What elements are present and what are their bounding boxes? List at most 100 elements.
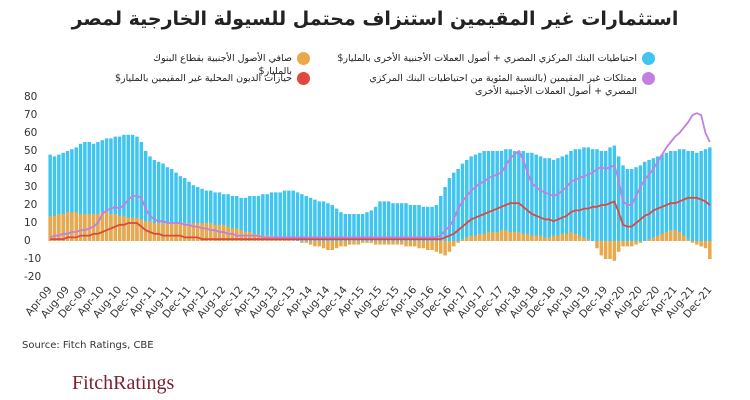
bar	[599, 241, 604, 256]
bar	[278, 192, 282, 241]
bar	[139, 142, 144, 241]
bar	[447, 241, 452, 252]
bar	[161, 163, 165, 241]
bar	[577, 235, 582, 241]
bar	[122, 134, 126, 241]
bar	[673, 230, 677, 241]
bar	[547, 158, 551, 241]
bar	[573, 149, 578, 241]
bar	[564, 233, 569, 241]
bar	[321, 201, 326, 241]
bar	[677, 232, 682, 241]
bar	[556, 235, 560, 241]
bar	[52, 215, 57, 241]
bar	[543, 237, 547, 241]
bar	[456, 241, 460, 243]
bar	[261, 194, 265, 241]
bar	[204, 190, 209, 241]
bar	[625, 241, 630, 247]
bar	[287, 190, 291, 241]
legend-swatch	[297, 52, 310, 65]
bar	[65, 212, 70, 241]
bar	[369, 210, 374, 241]
y-tick-label: 60	[24, 127, 37, 139]
y-tick-label: 50	[24, 145, 37, 157]
bar	[525, 233, 530, 241]
bar	[330, 241, 334, 250]
bar	[200, 223, 204, 241]
bar	[48, 215, 52, 241]
bar	[386, 201, 391, 241]
y-tick-label: 10	[24, 217, 37, 229]
bar	[595, 241, 599, 249]
bar	[608, 241, 612, 259]
bar	[91, 143, 96, 241]
bar	[143, 151, 148, 241]
bar	[83, 214, 87, 241]
bar	[521, 151, 525, 241]
y-tick-label: -20	[24, 271, 41, 283]
bar	[395, 203, 400, 241]
bar	[382, 241, 387, 245]
bar	[178, 176, 183, 241]
logo: FitchRatings	[72, 372, 175, 394]
line	[50, 196, 711, 241]
bar	[391, 241, 395, 245]
bar	[104, 138, 109, 241]
legend-swatch	[297, 72, 310, 85]
bar	[235, 196, 239, 241]
bar	[117, 136, 122, 241]
bar	[590, 149, 595, 241]
chart: 80706050403020100-10-20Apr-09Aug-09Dec-0…	[23, 91, 714, 321]
bar	[399, 241, 404, 245]
bar	[313, 241, 317, 247]
bar	[482, 233, 486, 241]
bar	[191, 185, 196, 241]
bar	[603, 151, 608, 241]
bar	[135, 217, 139, 241]
bar	[538, 235, 543, 241]
bar	[96, 142, 100, 241]
bar	[573, 233, 578, 241]
bar	[347, 214, 352, 241]
bar	[165, 223, 170, 241]
bar	[612, 241, 617, 261]
bar	[139, 219, 144, 241]
bar	[439, 196, 443, 241]
bar	[486, 151, 491, 241]
bar	[543, 158, 547, 241]
bar	[347, 241, 352, 245]
bar	[656, 156, 660, 241]
bar	[469, 156, 473, 241]
source: Source: Fitch Ratings, CBE	[22, 340, 154, 351]
bar	[360, 214, 365, 241]
bar	[57, 214, 61, 241]
bar	[395, 241, 400, 245]
bar	[122, 215, 126, 241]
bar	[651, 237, 656, 241]
bar	[517, 151, 521, 241]
bar	[595, 149, 599, 241]
bar	[195, 223, 200, 241]
bar	[96, 214, 100, 241]
bar	[74, 212, 78, 241]
bar	[603, 241, 608, 259]
bar	[78, 214, 83, 241]
bar	[365, 212, 369, 241]
bar	[334, 208, 339, 241]
bar	[612, 145, 617, 241]
legend-item: صافي الأصول الأجنبية بقطاع البنوك بالملي…	[150, 52, 310, 78]
bar	[130, 134, 135, 241]
bar	[356, 214, 361, 241]
bar	[304, 196, 308, 241]
bar	[473, 235, 478, 241]
bar	[408, 241, 413, 247]
bar	[508, 149, 512, 241]
bar	[452, 172, 456, 241]
bar	[369, 241, 374, 243]
bar	[465, 160, 469, 241]
bar	[621, 165, 625, 241]
bar	[256, 233, 261, 241]
bar	[365, 241, 369, 243]
y-tick-label: 20	[24, 199, 37, 211]
